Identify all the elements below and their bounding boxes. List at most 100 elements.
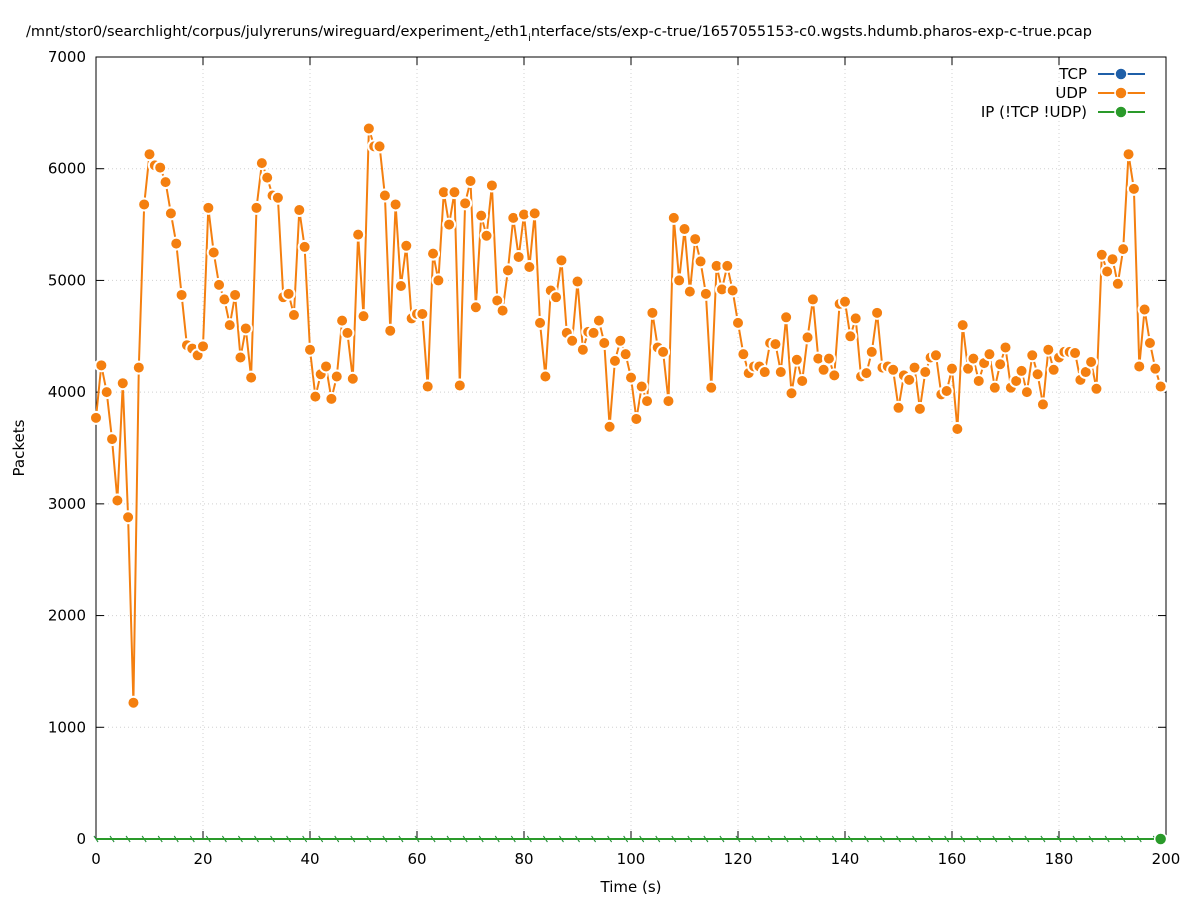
data-point <box>377 188 392 203</box>
data-point <box>126 695 141 710</box>
legend-item: TCP <box>1058 65 1145 83</box>
legend-swatch-marker <box>1114 86 1128 100</box>
baseline-marker <box>270 835 275 843</box>
x-tick-label: 60 <box>407 850 426 868</box>
data-point <box>99 385 114 400</box>
data-point <box>89 410 103 425</box>
baseline-marker <box>93 835 99 843</box>
baseline-marker <box>992 835 998 843</box>
baseline-marker <box>591 835 596 843</box>
data-point <box>634 379 649 394</box>
data-point <box>383 323 398 338</box>
data-point <box>260 170 275 185</box>
baseline-marker <box>173 835 179 843</box>
x-tick-label: 40 <box>300 850 319 868</box>
data-point <box>468 300 483 315</box>
y-tick-label: 6000 <box>48 160 86 178</box>
data-point <box>549 290 564 305</box>
data-point <box>458 196 473 211</box>
data-point <box>286 308 301 323</box>
data-point <box>196 339 210 354</box>
data-point <box>1105 252 1120 267</box>
legend-swatch-marker <box>1114 67 1128 81</box>
data-point <box>1142 335 1157 350</box>
data-point <box>447 185 462 200</box>
baseline-marker <box>254 835 259 843</box>
data-point <box>1148 361 1163 376</box>
data-point <box>725 283 740 298</box>
x-tick-label: 160 <box>938 850 967 868</box>
data-point <box>591 313 606 328</box>
data-point <box>335 313 350 328</box>
baseline-marker <box>510 835 516 843</box>
data-point <box>789 352 804 367</box>
baseline-marker <box>607 835 613 843</box>
legend-label: TCP <box>1058 65 1087 83</box>
data-point <box>1041 342 1056 357</box>
baseline-marker <box>1120 835 1126 843</box>
data-point <box>431 273 446 288</box>
data-point <box>1030 367 1045 382</box>
data-point <box>607 353 622 368</box>
data-point <box>110 493 125 508</box>
data-point <box>998 340 1013 355</box>
data-point <box>736 347 751 362</box>
data-point <box>1153 379 1168 394</box>
data-point <box>768 337 783 352</box>
data-point <box>153 160 168 175</box>
series-udp <box>89 121 1168 710</box>
data-point <box>495 303 510 318</box>
data-point <box>800 330 815 345</box>
data-point <box>426 246 441 261</box>
data-point <box>319 359 334 374</box>
data-point <box>281 286 296 301</box>
data-point <box>993 357 1008 372</box>
data-point <box>442 217 457 232</box>
x-tick-label: 120 <box>724 850 753 868</box>
data-point <box>474 208 489 223</box>
data-point <box>115 376 130 391</box>
baseline-marker <box>1040 835 1046 843</box>
x-tick-label: 200 <box>1152 850 1181 868</box>
data-point <box>538 369 553 384</box>
baseline-marker <box>366 835 372 843</box>
data-point <box>238 321 253 336</box>
data-point <box>805 292 820 307</box>
data-point <box>565 333 580 348</box>
baseline-marker <box>559 835 564 843</box>
data-point <box>1019 385 1034 400</box>
data-point <box>340 325 355 340</box>
data-point <box>928 348 943 363</box>
baseline-marker <box>286 835 292 843</box>
x-axis-label: Time (s) <box>600 878 662 896</box>
data-point <box>773 365 788 380</box>
baseline-marker <box>687 835 693 843</box>
data-point <box>554 253 569 268</box>
baseline-marker <box>1136 835 1142 843</box>
data-point <box>174 287 189 302</box>
data-point <box>613 333 628 348</box>
baseline-marker <box>767 835 773 843</box>
data-point <box>987 380 1002 395</box>
baseline-marker <box>976 835 982 843</box>
data-point <box>201 200 216 215</box>
data-point <box>672 273 687 288</box>
data-point <box>859 366 874 381</box>
data-point <box>704 380 719 395</box>
y-tick-label: 1000 <box>48 718 86 736</box>
data-point <box>452 378 467 393</box>
data-point <box>575 342 590 357</box>
data-point <box>233 350 248 365</box>
baseline-marker <box>944 835 950 843</box>
baseline-marker <box>880 835 885 843</box>
data-point <box>784 386 799 401</box>
baseline-marker <box>928 835 934 843</box>
x-tick-label: 180 <box>1045 850 1074 868</box>
baseline-marker <box>334 835 340 843</box>
data-point <box>121 510 136 525</box>
data-point <box>527 206 542 221</box>
data-point <box>666 210 681 225</box>
baseline-marker <box>109 835 115 843</box>
data-point <box>1035 397 1050 412</box>
